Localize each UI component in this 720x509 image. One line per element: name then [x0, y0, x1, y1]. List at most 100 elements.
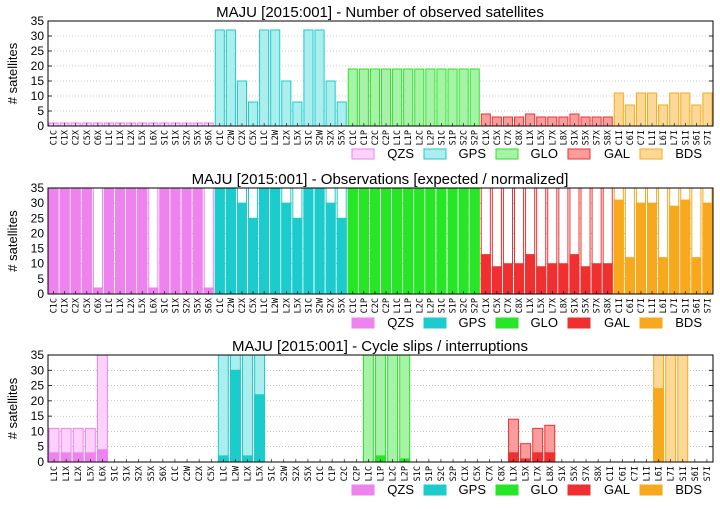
x-tick-label: C2W	[227, 297, 237, 313]
x-tick-label: S1C	[160, 130, 170, 145]
x-tick-label: S2X	[292, 465, 302, 481]
x-tick-label: S1C	[111, 466, 121, 481]
x-tick-label: S2C	[460, 298, 470, 313]
bar-total	[375, 354, 386, 463]
x-tick-label: L5X	[138, 129, 148, 145]
bar-value	[458, 187, 469, 295]
x-tick-label: L8X	[559, 297, 569, 313]
bar-value	[392, 187, 403, 295]
x-tick-label: L1P	[377, 466, 387, 481]
bar-value	[653, 388, 665, 463]
bar	[624, 104, 635, 127]
bar-value	[602, 263, 613, 295]
x-tick-label: C2C	[340, 466, 350, 481]
y-tick-label: 5	[37, 104, 44, 118]
legend-swatch	[567, 484, 591, 496]
x-tick-label: S1C	[304, 130, 314, 145]
bar-value	[580, 266, 591, 295]
x-tick-label: L1C	[219, 466, 229, 481]
x-tick-label: S7X	[593, 297, 603, 313]
bar-value	[513, 263, 525, 295]
bar-value	[613, 199, 624, 295]
x-tick-label: L5X	[138, 297, 148, 313]
x-tick-label: C1C	[171, 466, 181, 481]
bar-total	[362, 354, 374, 463]
x-tick-label: C1C	[50, 298, 60, 313]
bar	[225, 29, 236, 127]
bar	[380, 68, 392, 127]
x-tick-label: C1I	[606, 466, 616, 481]
bar-total	[677, 354, 689, 463]
x-tick-label: S6X	[205, 297, 215, 313]
x-tick-label: S5X	[194, 297, 204, 313]
x-tick-label: S7I	[703, 466, 713, 481]
x-tick-label: C2X	[72, 297, 82, 313]
x-tick-label: C6X	[94, 297, 104, 313]
y-tick-label: 5	[37, 272, 44, 286]
x-tick-label: C1P	[328, 466, 338, 481]
x-tick-label: L6I	[659, 298, 669, 313]
x-tick-label: C5X	[493, 297, 503, 313]
x-tick-label: C2P	[382, 130, 392, 145]
bar-value	[81, 187, 92, 295]
x-tick-label: C1C	[349, 130, 359, 145]
x-tick-label: C2W	[227, 129, 237, 145]
x-tick-label: L2P	[426, 130, 436, 145]
bar	[425, 68, 436, 127]
x-tick-label: L1X	[116, 297, 126, 313]
x-tick-label: C2X	[195, 465, 205, 481]
plot-area	[48, 188, 713, 294]
x-tick-label: L2X	[74, 465, 84, 481]
bar	[325, 80, 336, 127]
x-tick-label: L6I	[655, 466, 665, 481]
x-tick-label: L2C	[389, 466, 399, 481]
bar	[259, 29, 270, 127]
x-tick-label: L1P	[404, 130, 414, 145]
legend-swatch	[351, 484, 375, 496]
x-tick-label: C6I	[626, 130, 636, 145]
x-tick-label: C1I	[615, 298, 625, 313]
x-tick-label: L1I	[648, 130, 658, 145]
bar	[369, 68, 381, 127]
bar-value	[646, 202, 658, 295]
bar	[281, 80, 292, 127]
bar-value	[669, 205, 680, 295]
legend-label: GPS	[459, 315, 487, 330]
x-tick-label: S5X	[338, 129, 348, 145]
x-tick-label: C1C	[316, 466, 326, 481]
y-tick-label: 0	[37, 455, 44, 469]
x-tick-label: C1P	[360, 130, 370, 145]
chart-title: MAJU [2015:001] - Observations [expected…	[192, 171, 569, 188]
legend-label: GPS	[459, 146, 487, 161]
bar	[680, 92, 691, 127]
x-tick-label: L2C	[415, 298, 425, 313]
bar	[635, 92, 647, 127]
bar	[247, 101, 259, 127]
bar-total	[387, 354, 399, 463]
x-tick-label: C6I	[618, 466, 628, 481]
x-tick-label: C5X	[473, 465, 483, 481]
x-tick-label: S2C	[437, 466, 447, 481]
bar-value	[303, 187, 314, 295]
legend-label: GAL	[604, 482, 630, 497]
x-tick-label: S1P	[449, 130, 459, 145]
x-tick-label: L1C	[105, 130, 115, 145]
x-tick-label: S1C	[437, 298, 447, 313]
bar	[702, 92, 713, 127]
x-tick-label: C1C	[50, 130, 60, 145]
bar	[336, 101, 347, 127]
x-tick-label: L1X	[116, 129, 126, 145]
x-tick-label: L2X	[244, 465, 254, 481]
x-tick-label: S5X	[582, 129, 592, 145]
bar-value	[137, 187, 148, 295]
y-tick-label: 0	[37, 119, 44, 133]
y-tick-label: 10	[31, 424, 45, 438]
bar	[236, 80, 248, 127]
legend-swatch	[423, 148, 447, 160]
x-tick-label: L1C	[364, 466, 374, 481]
y-axis-label: # satellites	[5, 210, 20, 272]
x-tick-label: L2W	[271, 129, 281, 145]
panel-cycle-slips: MAJU [2015:001] - Cycle slips / interrup…	[5, 338, 714, 497]
bar-value	[247, 217, 259, 295]
